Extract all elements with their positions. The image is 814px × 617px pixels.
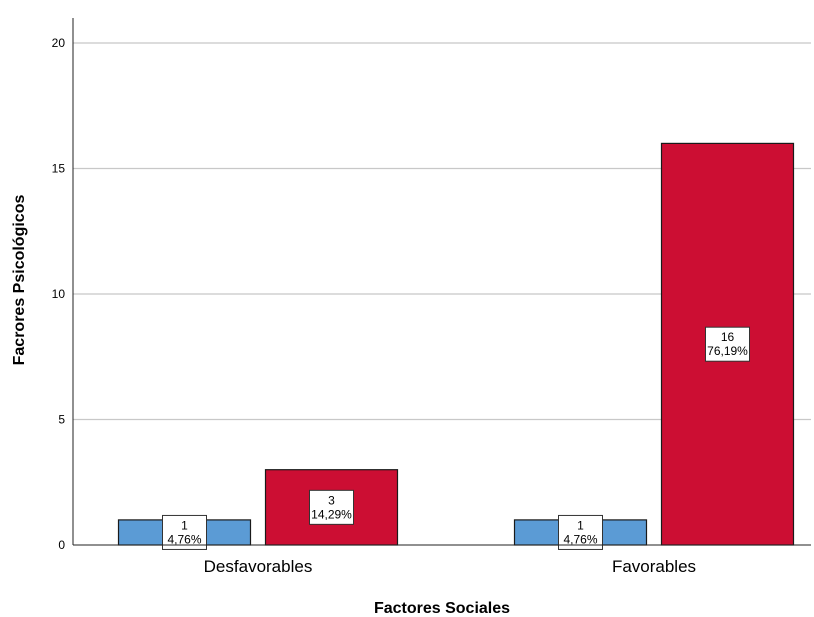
- data-label-box: [162, 514, 207, 550]
- data-label-box: [705, 326, 750, 362]
- data-label-count: 16: [721, 330, 735, 344]
- data-label-count: 3: [328, 493, 335, 507]
- data-label-percent: 4,76%: [563, 532, 597, 546]
- y-tick-label: 5: [58, 413, 65, 427]
- x-category-label: Favorables: [612, 557, 696, 576]
- data-label-count: 1: [577, 518, 584, 532]
- data-label-count: 1: [181, 518, 188, 532]
- y-tick-labels: 0 5 10 15 20: [52, 36, 66, 552]
- y-tick-label: 20: [52, 36, 66, 50]
- y-tick-label: 10: [52, 287, 66, 301]
- y-tick-label: 0: [58, 538, 65, 552]
- x-axis-title: Factores Sociales: [374, 600, 510, 617]
- bars: [117, 142, 795, 546]
- data-label-percent: 4,76%: [167, 532, 201, 546]
- data-label-percent: 76,19%: [707, 344, 748, 358]
- data-label-box: [309, 489, 354, 525]
- x-category-label: Desfavorables: [204, 557, 313, 576]
- y-tick-label: 15: [52, 162, 66, 176]
- data-label-box: [558, 514, 603, 550]
- data-label-percent: 14,29%: [311, 507, 352, 521]
- x-category-labels: Desfavorables Favorables: [204, 557, 696, 576]
- y-axis-title: Facrores Psicológicos: [11, 195, 28, 366]
